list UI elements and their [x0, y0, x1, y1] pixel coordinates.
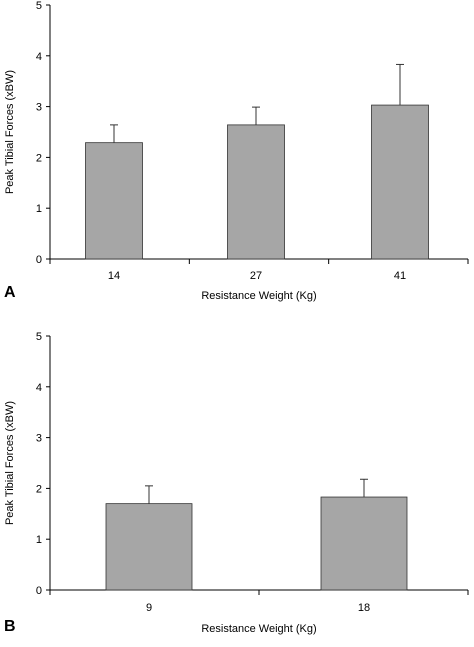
- x-axis-title: Resistance Weight (Kg): [201, 290, 316, 302]
- bar: [105, 503, 193, 591]
- y-tick-label: 0: [36, 254, 42, 266]
- panel-b: Peak Tibial Forces (xBW) Resistance Weig…: [4, 331, 469, 635]
- x-tick-label: 18: [358, 602, 370, 614]
- y-tick-label: 0: [36, 585, 42, 597]
- y-tick-label: 3: [36, 433, 42, 445]
- panel-a: Peak Tibial Forces (xBW) Resistance Weig…: [4, 0, 469, 302]
- y-tick-label: 2: [36, 483, 42, 495]
- x-tick-label: 9: [146, 602, 152, 614]
- bar: [320, 496, 408, 591]
- y-axis-title: Peak Tibial Forces (xBW): [4, 70, 16, 194]
- panel-label: B: [4, 618, 16, 635]
- x-tick-label: 14: [108, 270, 120, 282]
- bar: [85, 142, 143, 260]
- y-tick-label: 5: [36, 0, 42, 12]
- y-tick-label: 1: [36, 534, 42, 546]
- y-tick-label: 4: [36, 382, 42, 394]
- bar: [227, 124, 285, 260]
- y-tick-label: 2: [36, 152, 42, 164]
- y-axis-title: Peak Tibial Forces (xBW): [4, 401, 16, 525]
- y-tick-label: 1: [36, 203, 42, 215]
- y-tick-label: 5: [36, 331, 42, 343]
- y-tick-label: 4: [36, 51, 42, 63]
- x-axis-title: Resistance Weight (Kg): [201, 623, 316, 635]
- y-tick-label: 3: [36, 102, 42, 114]
- x-tick-label: 41: [394, 270, 406, 282]
- x-tick-label: 27: [250, 270, 262, 282]
- panel-label: A: [4, 284, 16, 301]
- bar: [371, 104, 429, 260]
